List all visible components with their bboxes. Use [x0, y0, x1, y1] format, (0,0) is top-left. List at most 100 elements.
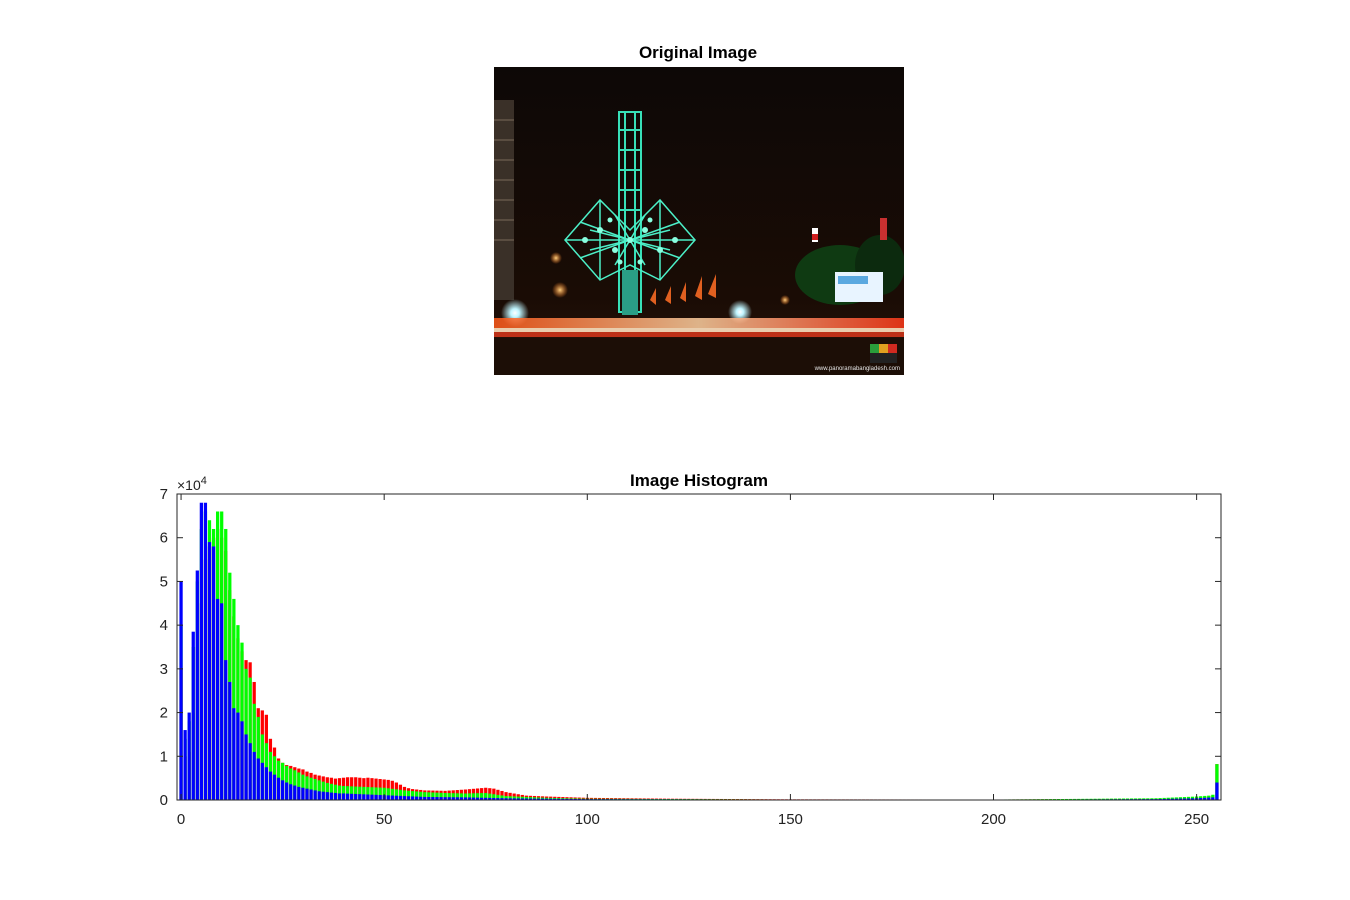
histogram-bar-blue	[289, 784, 293, 800]
histogram-bar-blue	[524, 798, 528, 800]
y-exponent-power: 4	[201, 475, 207, 487]
histogram-bar-green	[382, 787, 386, 800]
y-tick-label: 4	[160, 617, 168, 634]
histogram-bar-red	[504, 792, 508, 800]
histogram-bar-blue	[1170, 798, 1174, 800]
histogram-bar-green	[341, 786, 346, 800]
histogram-bar-blue	[232, 708, 236, 800]
histogram-bar-blue	[540, 798, 545, 800]
histogram-bar-blue	[362, 794, 366, 800]
histogram-bar-green	[1077, 798, 1081, 800]
x-tick-label: 0	[177, 811, 185, 828]
histogram-bar-blue	[179, 581, 183, 800]
histogram-bar-blue	[220, 603, 224, 800]
histogram-bar-green	[435, 792, 439, 800]
histogram-bar-blue	[325, 792, 329, 800]
histogram-bar-green	[504, 796, 508, 800]
histogram-bar-green	[402, 790, 407, 800]
histogram-bar-blue	[402, 796, 407, 800]
histogram-bar-blue	[305, 788, 309, 800]
histogram-bar-green	[1190, 796, 1195, 800]
histogram-bar-blue	[435, 797, 439, 800]
histogram-bar-green	[309, 777, 313, 800]
histogram-bar-blue	[317, 791, 321, 800]
histogram-bar-green	[301, 774, 305, 800]
histogram-bar-blue	[313, 790, 317, 800]
histogram-bar-green	[459, 793, 463, 800]
histogram-bar-green	[358, 786, 362, 800]
histogram-bar-blue	[268, 771, 273, 800]
histogram-bar-blue	[350, 793, 354, 800]
image-panel-title: Original Image	[639, 43, 757, 62]
histogram-bar-green	[1101, 798, 1105, 800]
histogram-bar-blue	[256, 758, 260, 800]
histogram-bar-green	[419, 791, 423, 800]
histogram-title: Image Histogram	[630, 471, 768, 490]
histogram-bar-blue	[561, 798, 565, 800]
series-green-bars	[179, 511, 1219, 800]
histogram-bar-blue	[394, 795, 398, 800]
histogram-bar-green	[1134, 798, 1138, 800]
histogram-bar-green	[362, 786, 366, 800]
histogram-bar-green	[1215, 764, 1219, 800]
histogram-bar-blue	[410, 796, 415, 800]
svg-text:×104: ×104	[177, 475, 207, 493]
histogram-bar-blue	[240, 721, 244, 800]
histogram-bar-blue	[285, 782, 289, 800]
histogram-bar-green	[333, 784, 338, 800]
histogram-bar-green	[313, 779, 317, 800]
histogram-bar-green	[329, 783, 333, 800]
histogram-bar-blue	[451, 797, 455, 800]
histogram-bar-blue	[496, 798, 500, 800]
histogram-bar-blue	[471, 797, 476, 800]
histogram-bar-blue	[264, 767, 268, 800]
histogram-bar-green	[386, 788, 390, 800]
series-red-bars	[179, 528, 1219, 800]
histogram-bar-green	[325, 782, 329, 800]
histogram-bar-blue	[512, 798, 516, 800]
histogram-bar-green	[516, 796, 520, 800]
histogram-bar-blue	[321, 791, 325, 800]
histogram-bar-blue	[431, 797, 435, 800]
histogram-bar-green	[488, 793, 492, 800]
histogram-bar-blue	[187, 712, 191, 800]
histogram-bar-blue	[386, 795, 390, 800]
histogram-bar-blue	[1190, 798, 1195, 800]
histogram-bar-blue	[528, 798, 533, 800]
histogram-bar-green	[398, 789, 403, 800]
histogram-bar-green	[1065, 798, 1069, 800]
histogram-bar-green	[427, 792, 431, 800]
histogram-bar-blue	[370, 794, 374, 800]
histogram-bar-blue	[354, 793, 358, 800]
histogram-bar-green	[345, 786, 350, 800]
histogram-bar-blue	[260, 762, 264, 800]
histogram-bar-blue	[488, 797, 492, 800]
histogram-bar-blue	[374, 794, 378, 800]
histogram-bar-green	[447, 793, 451, 800]
histogram-bar-green	[410, 791, 415, 800]
histogram-bar-blue	[557, 798, 561, 800]
histogram-bar-green	[443, 793, 447, 800]
histogram-bar-blue	[419, 796, 423, 800]
histogram-bar-blue	[390, 795, 394, 800]
original-photo: www.panoramabangladesh.com	[494, 67, 904, 375]
histogram-bar-blue	[573, 798, 577, 800]
x-tick-label: 250	[1184, 811, 1209, 828]
histogram-bar-green	[471, 793, 476, 800]
histogram-bar-blue	[553, 798, 557, 800]
histogram-bar-blue	[1182, 798, 1187, 800]
histogram-bar-green	[1109, 798, 1113, 800]
histogram-panel: Image Histogram ×104 0 50 100 150 200 250 012…	[160, 471, 1222, 828]
histogram-bar-blue	[183, 730, 187, 800]
histogram-bar-green	[423, 792, 427, 800]
y-exponent-label: ×104	[177, 475, 207, 493]
histogram-bar-green	[394, 789, 398, 800]
histogram-bar-green	[463, 793, 468, 800]
histogram-bar-blue	[211, 546, 216, 800]
y-axis: 0 1 2 3 4 5 6 7	[160, 486, 1221, 809]
histogram-bar-blue	[358, 794, 362, 800]
histogram-bar-green	[293, 770, 297, 800]
histogram-bar-green	[305, 776, 309, 800]
histogram-bar-green	[480, 793, 484, 800]
